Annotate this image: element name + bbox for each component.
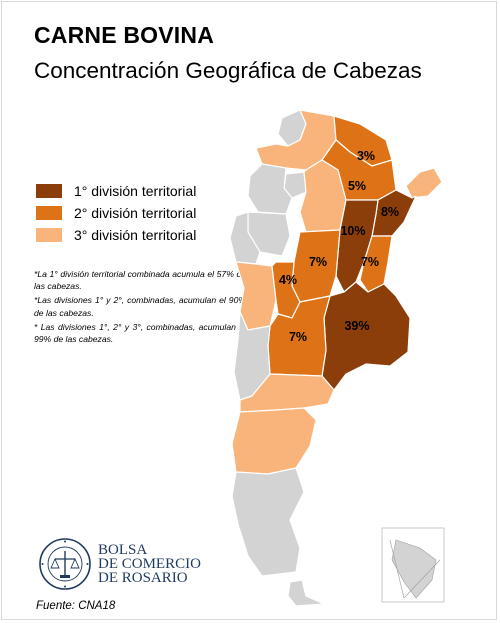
legend-item-tier3: 3° división territorial bbox=[36, 224, 196, 246]
logo-line: DE ROSARIO bbox=[98, 570, 188, 586]
page-subtitle: Concentración Geográfica de Cabezas bbox=[34, 58, 422, 83]
legend-label: 3° división territorial bbox=[74, 227, 197, 243]
page-title: CARNE BOVINA bbox=[34, 22, 215, 48]
source-note: Fuente: CNA18 bbox=[36, 600, 116, 612]
share-label-cordoba: 7% bbox=[309, 255, 327, 269]
province-tierra-del-fuego bbox=[287, 579, 325, 607]
logo-text: BOLSA DE COMERCIO DE ROSARIO bbox=[98, 542, 201, 586]
footnote: * Las divisiones 1°, 2° y 3°, combinadas… bbox=[34, 321, 246, 345]
province-san-juan bbox=[229, 211, 261, 265]
seal-icon bbox=[39, 538, 91, 590]
legend-swatch bbox=[36, 206, 62, 220]
share-label-la-pampa: 7% bbox=[289, 330, 307, 344]
province-chubut bbox=[231, 407, 317, 475]
legend-item-tier1: 1° división territorial bbox=[36, 180, 196, 202]
province-catamarca bbox=[247, 163, 293, 215]
legend-label: 2° división territorial bbox=[74, 205, 197, 221]
logo-line: DE COMERCIO bbox=[98, 556, 201, 572]
share-label-formosa: 3% bbox=[357, 149, 375, 163]
legend-swatch bbox=[36, 184, 62, 198]
share-label-chaco: 5% bbox=[348, 179, 366, 193]
bcr-logo: BOLSA DE COMERCIO DE ROSARIO bbox=[38, 537, 201, 591]
share-label-buenos-aires: 39% bbox=[344, 319, 369, 333]
legend-swatch bbox=[36, 228, 62, 242]
footnotes: *La 1° división territorial combinada ac… bbox=[34, 268, 246, 347]
share-label-corrientes: 8% bbox=[381, 205, 399, 219]
legend-item-tier2: 2° división territorial bbox=[36, 202, 196, 224]
share-label-san-luis: 4% bbox=[279, 273, 297, 287]
footnote: *La 1° división territorial combinada ac… bbox=[34, 269, 246, 292]
footnote: *Las divisiones 1° y 2°, combinadas, acu… bbox=[34, 295, 246, 318]
antarctica-inset bbox=[381, 527, 445, 603]
province-buenos-aires bbox=[321, 281, 411, 391]
map-legend: 1° división territorial 2° división terr… bbox=[36, 180, 196, 246]
share-label-entre-rios: 7% bbox=[361, 255, 379, 269]
legend-label: 1° división territorial bbox=[74, 183, 197, 199]
logo-line: BOLSA bbox=[98, 542, 148, 558]
province-misiones bbox=[405, 167, 443, 199]
share-label-santa-fe: 10% bbox=[340, 224, 365, 238]
province-santa-cruz bbox=[231, 467, 305, 577]
